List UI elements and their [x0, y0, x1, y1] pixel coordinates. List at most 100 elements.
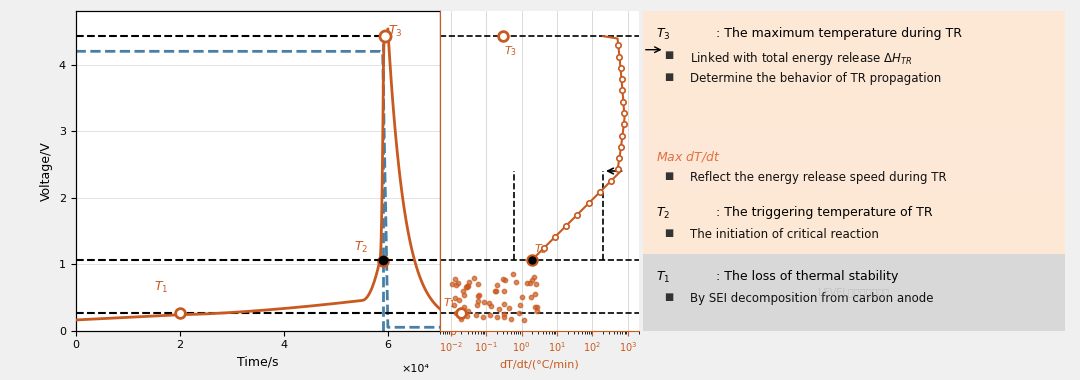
Y-axis label: Temperature/°C: Temperature/°C: [476, 122, 489, 220]
Text: : The triggering temperature of TR: : The triggering temperature of TR: [716, 206, 933, 219]
Text: $T_1$: $T_1$: [153, 280, 168, 295]
Text: $T_2$: $T_2$: [534, 242, 546, 256]
Point: [464, 275, 482, 281]
X-axis label: Time/s: Time/s: [237, 356, 279, 369]
Point: [456, 292, 473, 298]
Text: $T_1$: $T_1$: [656, 270, 671, 285]
Point: [496, 277, 513, 283]
Point: [456, 304, 473, 310]
Point: [490, 306, 508, 312]
Point: [495, 288, 512, 294]
Point: [458, 284, 475, 290]
Point: [458, 314, 475, 320]
Point: [504, 271, 522, 277]
Text: $T_3$: $T_3$: [504, 44, 517, 58]
Text: $T_1$: $T_1$: [443, 296, 456, 310]
Point: [611, 54, 629, 60]
Point: [528, 304, 545, 310]
FancyBboxPatch shape: [643, 133, 1065, 190]
FancyBboxPatch shape: [643, 11, 1065, 133]
Point: [483, 302, 500, 309]
Point: [445, 302, 462, 309]
Point: [546, 234, 564, 240]
Point: [495, 301, 512, 307]
Point: [450, 297, 468, 303]
Point: [511, 309, 528, 315]
Point: [592, 189, 609, 195]
Point: [453, 315, 470, 321]
Text: Max d$T$/d$t$: Max d$T$/d$t$: [656, 149, 720, 164]
Text: ■: ■: [664, 50, 674, 60]
FancyBboxPatch shape: [643, 254, 1065, 331]
Point: [468, 312, 485, 318]
Text: LEVEL电池热管理技术: LEVEL电池热管理技术: [819, 287, 890, 297]
Point: [514, 294, 531, 300]
X-axis label: dT/dt/(°C/min): dT/dt/(°C/min): [499, 360, 579, 370]
Point: [609, 166, 626, 173]
Point: [512, 302, 529, 308]
Point: [616, 110, 633, 116]
Point: [526, 291, 543, 297]
Point: [486, 288, 503, 294]
Text: : The maximum temperature during TR: : The maximum temperature during TR: [716, 27, 962, 40]
Y-axis label: Voltage/V: Voltage/V: [40, 141, 53, 201]
Point: [526, 304, 543, 310]
Point: [603, 177, 620, 184]
Text: ■: ■: [664, 72, 674, 82]
Point: [457, 284, 474, 290]
Point: [610, 155, 627, 161]
Point: [471, 292, 488, 298]
Text: Reflect the energy release speed during TR: Reflect the energy release speed during …: [690, 171, 947, 184]
Point: [496, 311, 513, 317]
Point: [612, 76, 630, 82]
Point: [522, 280, 539, 286]
Point: [557, 223, 575, 229]
Text: ×10⁴: ×10⁴: [401, 364, 429, 374]
Point: [475, 299, 492, 305]
Point: [446, 295, 463, 301]
Text: $T_2$: $T_2$: [656, 206, 670, 221]
Point: [612, 65, 630, 71]
Point: [615, 99, 632, 105]
Point: [461, 279, 478, 285]
Point: [523, 293, 540, 299]
Point: [474, 314, 491, 320]
Point: [469, 293, 486, 299]
Point: [458, 283, 475, 290]
Point: [488, 314, 505, 320]
Point: [455, 288, 472, 294]
Point: [616, 121, 633, 127]
Point: [459, 308, 476, 314]
Text: $T_3$: $T_3$: [388, 24, 403, 39]
Point: [569, 212, 586, 218]
Point: [528, 281, 545, 287]
Text: Linked with total energy release $\Delta H_{TR}$: Linked with total energy release $\Delta…: [690, 50, 913, 67]
Point: [460, 283, 477, 289]
Point: [446, 276, 463, 282]
Text: Determine the behavior of TR propagation: Determine the behavior of TR propagation: [690, 72, 942, 85]
Point: [525, 274, 542, 280]
Text: The initiation of critical reaction: The initiation of critical reaction: [690, 228, 879, 241]
Point: [502, 316, 519, 322]
Point: [501, 306, 518, 312]
Point: [447, 310, 464, 317]
Point: [481, 301, 498, 307]
Point: [487, 288, 504, 294]
Point: [470, 298, 487, 304]
Text: ■: ■: [664, 292, 674, 302]
Text: ■: ■: [664, 171, 674, 181]
Point: [448, 282, 465, 288]
Point: [528, 308, 545, 314]
Point: [609, 42, 626, 48]
Point: [468, 302, 485, 308]
Point: [518, 280, 536, 286]
Point: [469, 281, 486, 287]
Point: [507, 279, 524, 285]
Text: By SEI decomposition from carbon anode: By SEI decomposition from carbon anode: [690, 292, 934, 305]
Point: [449, 280, 467, 286]
Point: [535, 245, 552, 252]
Text: : The loss of thermal stability: : The loss of thermal stability: [716, 270, 899, 283]
Text: $T_3$: $T_3$: [656, 27, 671, 43]
Point: [524, 256, 541, 263]
Point: [488, 282, 505, 288]
